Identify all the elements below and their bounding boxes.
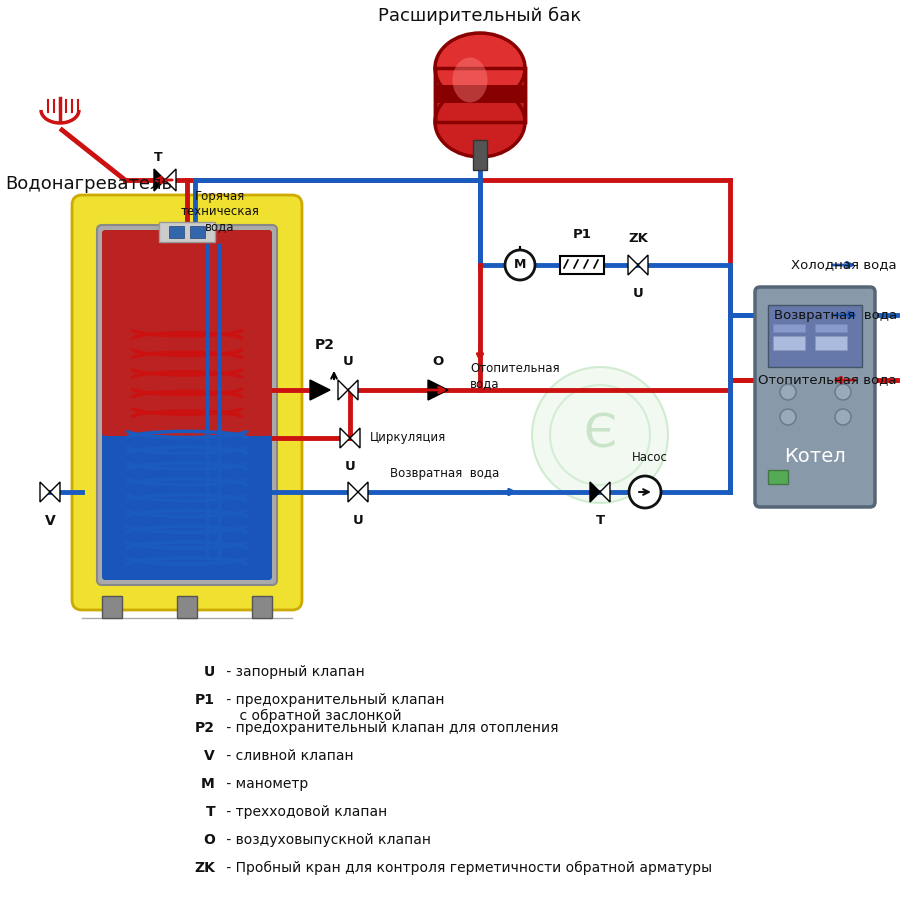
Text: O: O — [432, 355, 444, 368]
Bar — [768, 305, 862, 367]
Text: U: U — [353, 514, 364, 527]
Text: U: U — [203, 665, 215, 679]
Text: O: O — [203, 833, 215, 847]
Text: V: V — [204, 749, 215, 763]
Text: Возвратная  вода: Возвратная вода — [390, 467, 500, 480]
Text: Расширительный бак: Расширительный бак — [378, 6, 581, 25]
Text: Котел: Котел — [784, 447, 846, 466]
Polygon shape — [590, 482, 600, 502]
Text: Є: Є — [583, 412, 617, 457]
Text: - сливной клапан: - сливной клапан — [222, 749, 354, 763]
Bar — [190, 226, 205, 238]
Text: P1: P1 — [195, 693, 215, 707]
Text: Отопительная вода: Отопительная вода — [759, 374, 897, 386]
Polygon shape — [40, 482, 50, 502]
Polygon shape — [348, 380, 358, 400]
FancyBboxPatch shape — [97, 225, 277, 585]
Text: U: U — [345, 460, 356, 473]
Text: V: V — [45, 514, 56, 528]
FancyBboxPatch shape — [755, 287, 875, 507]
Polygon shape — [358, 482, 368, 502]
Circle shape — [835, 384, 851, 400]
Polygon shape — [340, 428, 350, 448]
Text: - предохранительный клапан для отопления: - предохранительный клапан для отопления — [222, 721, 559, 735]
Bar — [159, 222, 215, 242]
Text: ZK: ZK — [628, 232, 648, 245]
Polygon shape — [628, 255, 638, 275]
Bar — [435, 85, 525, 103]
Circle shape — [835, 409, 851, 425]
Text: M: M — [514, 258, 526, 272]
Text: P2: P2 — [195, 721, 215, 735]
Bar — [768, 470, 788, 484]
Ellipse shape — [453, 58, 488, 103]
Text: T: T — [596, 514, 605, 527]
Ellipse shape — [435, 33, 525, 103]
Polygon shape — [50, 482, 60, 502]
Text: - Пробный кран для контроля герметичности обратной арматуры: - Пробный кран для контроля герметичност… — [222, 861, 712, 875]
Polygon shape — [310, 380, 330, 400]
Text: U: U — [633, 287, 643, 300]
Text: T: T — [154, 151, 162, 164]
Text: Водонагреватель: Водонагреватель — [5, 175, 172, 193]
Bar — [252, 596, 272, 618]
Text: Холодная вода: Холодная вода — [791, 258, 897, 272]
Polygon shape — [348, 482, 358, 502]
Text: - трехходовой клапан: - трехходовой клапан — [222, 805, 387, 819]
Bar — [773, 336, 805, 350]
Ellipse shape — [435, 87, 525, 157]
Bar — [435, 68, 525, 122]
Bar — [102, 596, 122, 618]
Bar — [177, 596, 197, 618]
Bar — [473, 140, 487, 170]
Polygon shape — [350, 428, 360, 448]
Circle shape — [629, 476, 661, 508]
Bar — [815, 324, 847, 332]
Text: P1: P1 — [572, 228, 591, 241]
Text: Горячая
техническая
вода: Горячая техническая вода — [181, 190, 259, 233]
Polygon shape — [165, 169, 176, 191]
Circle shape — [780, 384, 796, 400]
FancyBboxPatch shape — [102, 230, 272, 436]
Text: - запорный клапан: - запорный клапан — [222, 665, 364, 679]
FancyBboxPatch shape — [72, 195, 302, 610]
Text: ZK: ZK — [194, 861, 215, 875]
Text: Возвратная  вода: Возвратная вода — [774, 309, 897, 321]
Bar — [435, 68, 525, 122]
Text: Отопительная
вода: Отопительная вода — [470, 362, 560, 390]
Text: - манометр: - манометр — [222, 777, 308, 791]
Bar — [773, 324, 805, 332]
Polygon shape — [638, 255, 648, 275]
Text: - предохранительный клапан
    с обратной заслонкой: - предохранительный клапан с обратной за… — [222, 693, 445, 724]
Circle shape — [532, 367, 668, 503]
Polygon shape — [600, 482, 610, 502]
Text: P2: P2 — [315, 338, 335, 352]
Polygon shape — [428, 380, 448, 400]
Text: M: M — [202, 777, 215, 791]
Text: U: U — [343, 355, 354, 368]
Bar — [169, 226, 184, 238]
Text: T: T — [205, 805, 215, 819]
Bar — [815, 336, 847, 350]
Circle shape — [780, 409, 796, 425]
Bar — [560, 256, 604, 274]
Polygon shape — [154, 169, 165, 191]
Text: - воздуховыпускной клапан: - воздуховыпускной клапан — [222, 833, 431, 847]
Polygon shape — [338, 380, 348, 400]
Text: Насос: Насос — [632, 451, 668, 464]
Text: Циркуляция: Циркуляция — [370, 431, 446, 445]
Circle shape — [505, 250, 535, 280]
FancyBboxPatch shape — [102, 430, 272, 580]
